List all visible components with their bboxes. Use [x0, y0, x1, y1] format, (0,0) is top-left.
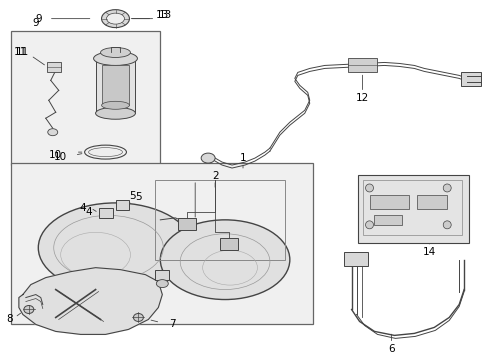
Polygon shape	[19, 268, 162, 334]
Ellipse shape	[160, 220, 290, 300]
Bar	[358, 175, 469, 243]
Bar	[220, 238, 238, 250]
Bar	[374, 215, 402, 225]
Bar	[155, 180, 285, 260]
Text: 9: 9	[35, 14, 42, 24]
Circle shape	[366, 184, 373, 192]
Text: 14: 14	[423, 247, 436, 257]
Ellipse shape	[38, 203, 193, 293]
Text: 11: 11	[16, 48, 29, 58]
Bar	[178, 218, 196, 230]
Text: 4: 4	[85, 207, 92, 217]
Text: 11: 11	[14, 48, 27, 58]
Text: 10: 10	[49, 150, 62, 160]
Text: 13: 13	[158, 10, 172, 20]
Ellipse shape	[94, 51, 137, 66]
Bar	[47, 62, 61, 72]
Ellipse shape	[89, 148, 122, 157]
Text: 13: 13	[155, 10, 169, 20]
Text: 5: 5	[129, 191, 136, 201]
Circle shape	[443, 221, 451, 229]
Bar	[101, 66, 129, 105]
Bar	[347, 58, 377, 72]
Text: 12: 12	[356, 93, 369, 103]
Ellipse shape	[101, 10, 129, 28]
Text: 2: 2	[212, 171, 219, 181]
Text: 7: 7	[169, 319, 175, 329]
Bar	[417, 195, 447, 209]
Text: 4: 4	[79, 203, 86, 213]
Ellipse shape	[201, 153, 215, 163]
Ellipse shape	[96, 107, 135, 119]
Bar	[343, 252, 368, 266]
Text: 3: 3	[152, 294, 159, 305]
Text: 1: 1	[240, 153, 246, 163]
Bar	[369, 195, 409, 209]
Ellipse shape	[24, 306, 34, 314]
Bar	[363, 180, 462, 235]
Circle shape	[366, 221, 373, 229]
Ellipse shape	[133, 314, 144, 321]
Ellipse shape	[100, 48, 130, 58]
Ellipse shape	[48, 129, 58, 136]
Ellipse shape	[156, 280, 168, 288]
Bar	[11, 163, 313, 324]
Bar	[116, 200, 129, 210]
Text: 9: 9	[32, 18, 39, 28]
Circle shape	[443, 184, 451, 192]
Bar	[98, 208, 113, 218]
Text: 5: 5	[135, 192, 142, 202]
Text: 6: 6	[388, 345, 395, 354]
Text: 8: 8	[6, 314, 13, 324]
Bar	[11, 31, 160, 165]
Bar	[96, 58, 135, 113]
Bar	[461, 72, 481, 86]
Ellipse shape	[106, 13, 124, 24]
Ellipse shape	[101, 101, 129, 109]
Text: 10: 10	[54, 152, 67, 162]
Bar	[155, 270, 169, 280]
